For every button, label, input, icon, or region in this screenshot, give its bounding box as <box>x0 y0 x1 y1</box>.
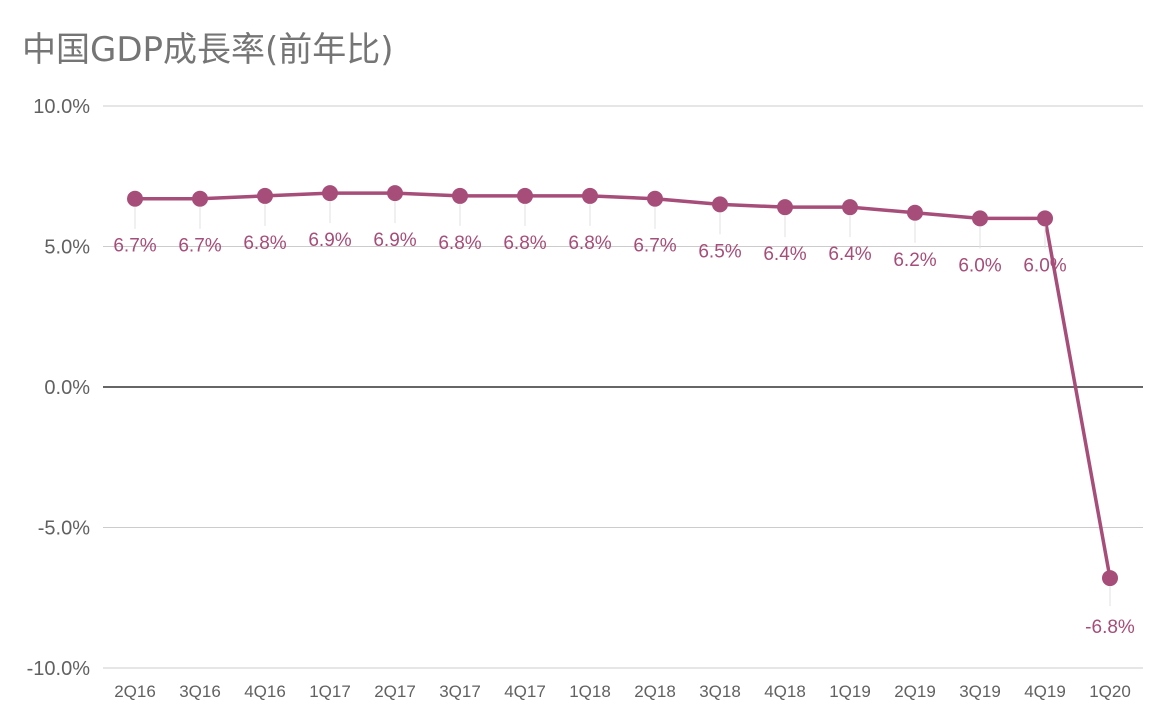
x-tick-label: 3Q19 <box>959 682 1001 701</box>
x-tick-label: 3Q17 <box>439 682 481 701</box>
data-point <box>127 190 143 207</box>
data-label: 6.7% <box>113 236 156 257</box>
data-label: 6.0% <box>1023 255 1066 276</box>
data-label: 6.4% <box>763 244 806 265</box>
y-tick-label: 0.0% <box>44 377 90 399</box>
x-axis-ticks: 2Q16 3Q16 4Q16 1Q17 2Q17 3Q17 4Q17 1Q18 2Q18 3Q18… <box>114 682 1131 701</box>
data-label: 6.8% <box>243 233 286 254</box>
x-tick-label: 3Q16 <box>179 682 221 701</box>
data-label: 6.8% <box>503 233 546 254</box>
x-tick-label: 4Q17 <box>504 682 546 701</box>
y-axis-ticks: 10.0% 5.0% 0.0% -5.0% -10.0% <box>27 96 91 680</box>
data-point <box>257 187 273 204</box>
y-tick-label: -10.0% <box>27 658 91 680</box>
data-label: 6.2% <box>893 250 936 271</box>
x-tick-label: 1Q17 <box>309 682 351 701</box>
data-point <box>517 187 533 204</box>
x-tick-label: 4Q18 <box>764 682 806 701</box>
x-tick-label: 2Q16 <box>114 682 156 701</box>
series-path <box>135 191 1112 579</box>
x-tick-label: 3Q18 <box>699 682 741 701</box>
x-tick-label: 4Q19 <box>1024 682 1066 701</box>
grid-lines <box>103 105 1143 669</box>
x-tick-label: 1Q19 <box>829 682 871 701</box>
data-label: 6.8% <box>568 233 611 254</box>
data-point <box>452 187 468 204</box>
data-label: 6.7% <box>178 236 221 257</box>
y-tick-label: 10.0% <box>33 96 90 118</box>
data-point <box>192 190 208 207</box>
data-point <box>387 185 403 202</box>
x-tick-label: 1Q18 <box>569 682 611 701</box>
data-point <box>1037 210 1053 227</box>
data-point <box>1102 570 1118 587</box>
data-point <box>907 204 923 221</box>
data-label: 6.9% <box>373 230 416 251</box>
y-tick-label: 5.0% <box>44 237 90 259</box>
data-point <box>322 185 338 202</box>
data-label: 6.8% <box>438 233 481 254</box>
data-label: 6.5% <box>698 241 741 262</box>
chart-title: 中国GDP成長率(前年比) <box>22 30 394 70</box>
series-line <box>135 191 1112 579</box>
data-label: 6.9% <box>308 230 351 251</box>
x-tick-label: 4Q16 <box>244 682 286 701</box>
x-tick-label: 2Q18 <box>634 682 676 701</box>
data-point <box>712 196 728 213</box>
data-point <box>972 210 988 227</box>
data-labels: 6.7% 6.7% 6.8% 6.9% 6.9% 6.8% 6.8% 6.8% 6.7% 6.5%… <box>113 201 1135 638</box>
data-points <box>127 185 1118 587</box>
data-label: 6.7% <box>633 236 676 257</box>
data-label: 6.4% <box>828 244 871 265</box>
y-tick-label: -5.0% <box>38 518 90 540</box>
data-point <box>582 187 598 204</box>
x-tick-label: 2Q19 <box>894 682 936 701</box>
x-tick-label: 1Q20 <box>1089 682 1131 701</box>
data-label: 6.0% <box>958 255 1001 276</box>
data-point <box>842 199 858 216</box>
data-point <box>777 199 793 216</box>
data-point <box>647 190 663 207</box>
x-tick-label: 2Q17 <box>374 682 416 701</box>
data-label: -6.8% <box>1085 617 1135 638</box>
